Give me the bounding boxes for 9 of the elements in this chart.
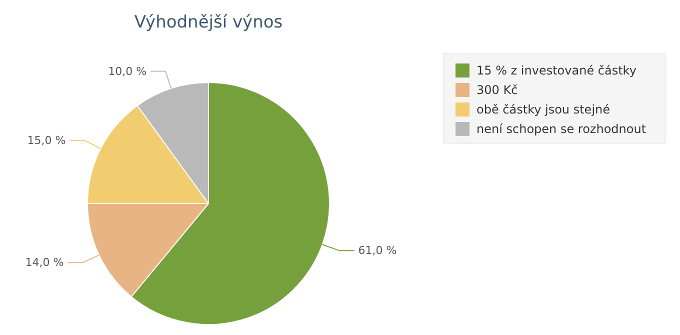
legend-label: není schopen se rozhodnout	[476, 122, 646, 136]
data-label: 10,0 %	[108, 64, 147, 78]
legend-label: 15 % z investované částky	[476, 64, 636, 78]
legend-label: 300 Kč	[476, 83, 518, 97]
data-label: 14,0 %	[25, 256, 64, 270]
chart-title: Výhodnější výnos	[134, 12, 283, 32]
data-label: 15,0 %	[27, 134, 66, 147]
legend-label: obě částky jsou stejné	[476, 102, 610, 116]
data-label: 61,0 %	[358, 244, 397, 258]
